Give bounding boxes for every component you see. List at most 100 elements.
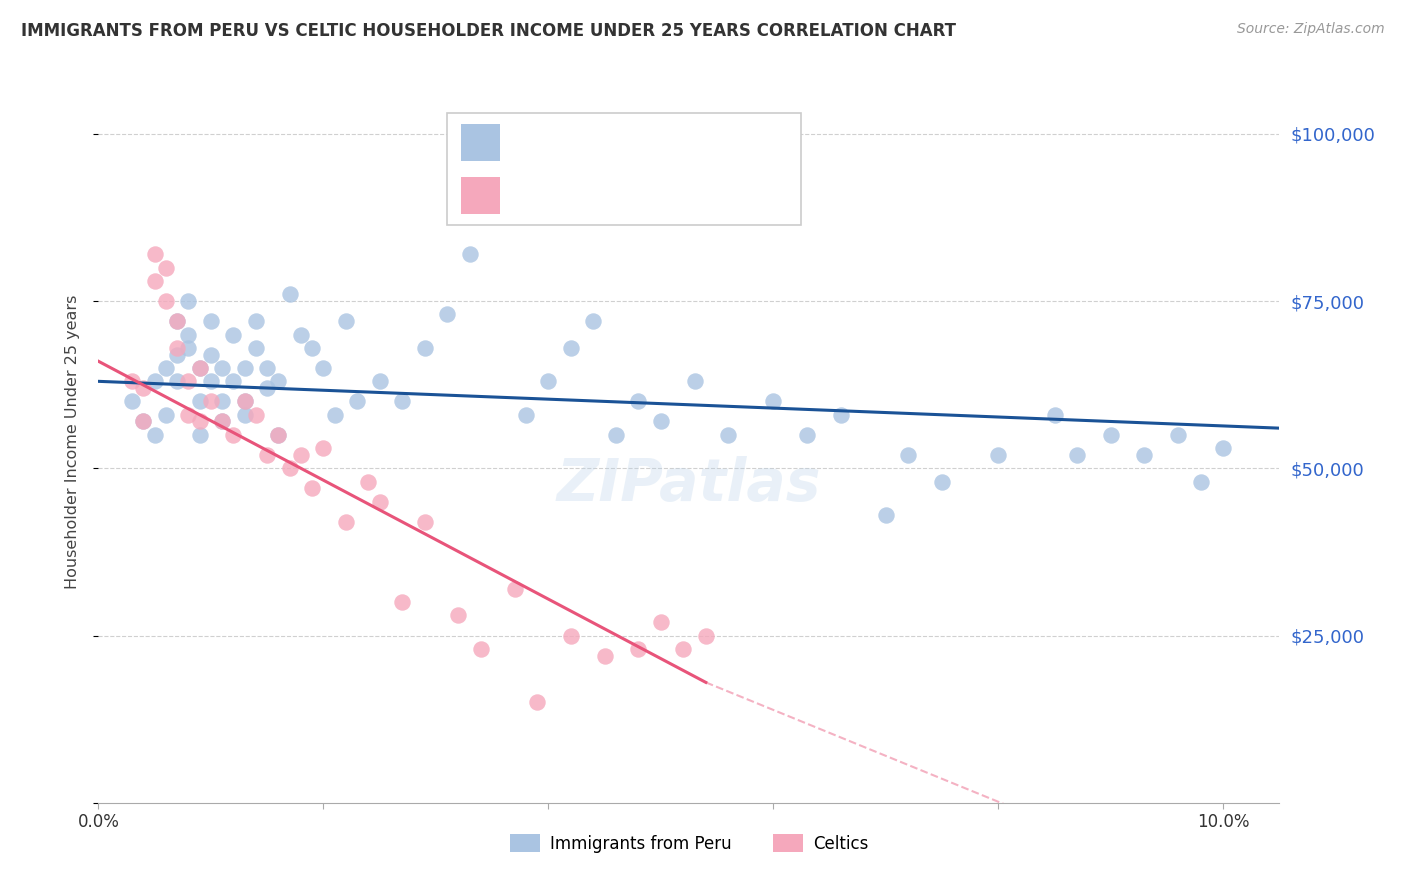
Point (245, 341, 267, 355)
Point (267, 375, 290, 389)
Point (875, 508, 897, 523)
Point (155, 260, 177, 275)
Point (301, 341, 323, 355)
Point (278, 461, 301, 475)
Point (233, 394, 256, 409)
Point (188, 414, 211, 428)
Point (211, 414, 233, 428)
Point (290, 448, 312, 462)
Point (368, 375, 391, 389)
Point (188, 361, 211, 376)
Point (1099, 427, 1122, 442)
Point (413, 341, 436, 355)
Point (346, 394, 368, 409)
Point (627, 642, 650, 657)
Point (526, 696, 548, 710)
Point (830, 408, 852, 422)
Point (166, 341, 188, 355)
Point (515, 408, 537, 422)
Point (335, 515, 357, 529)
Point (256, 361, 278, 376)
Text: IMMIGRANTS FROM PERU VS CELTIC HOUSEHOLDER INCOME UNDER 25 YEARS CORRELATION CHA: IMMIGRANTS FROM PERU VS CELTIC HOUSEHOLD… (21, 22, 956, 40)
Point (155, 293, 177, 308)
Point (357, 475, 380, 489)
Point (695, 628, 717, 642)
Point (492, 207, 515, 221)
Point (222, 327, 245, 342)
Point (1167, 427, 1189, 442)
Point (211, 394, 233, 409)
Point (335, 314, 357, 328)
Point (605, 427, 627, 442)
Point (897, 448, 920, 462)
Point (413, 515, 436, 529)
Point (166, 348, 188, 362)
Point (1133, 448, 1156, 462)
Point (368, 494, 391, 508)
Point (683, 375, 706, 389)
Point (166, 314, 188, 328)
Point (796, 427, 818, 442)
Point (391, 595, 413, 609)
Point (177, 375, 200, 389)
Point (256, 448, 278, 462)
Point (121, 394, 143, 409)
Point (312, 441, 335, 455)
Point (312, 361, 335, 376)
Point (1043, 408, 1066, 422)
Point (200, 348, 222, 362)
Point (458, 247, 481, 261)
Point (177, 293, 200, 308)
Point (188, 361, 211, 376)
Point (1189, 475, 1212, 489)
Point (470, 642, 492, 657)
Point (166, 314, 188, 328)
Point (143, 375, 166, 389)
Point (931, 475, 953, 489)
Point (188, 427, 211, 442)
Point (177, 327, 200, 342)
Point (650, 615, 672, 630)
Point (267, 427, 290, 442)
Point (245, 408, 267, 422)
Point (503, 582, 526, 596)
Point (256, 381, 278, 395)
Point (267, 427, 290, 442)
Point (177, 341, 200, 355)
Point (155, 361, 177, 376)
Point (560, 628, 582, 642)
Point (301, 482, 323, 496)
Point (233, 361, 256, 376)
Point (582, 314, 605, 328)
Point (391, 394, 413, 409)
Text: Source: ZipAtlas.com: Source: ZipAtlas.com (1237, 22, 1385, 37)
Point (233, 408, 256, 422)
Y-axis label: Householder Income Under 25 years: Householder Income Under 25 years (65, 294, 80, 589)
Point (1066, 448, 1088, 462)
Point (200, 314, 222, 328)
Point (323, 408, 346, 422)
Point (143, 274, 166, 288)
Text: ZIPatlas: ZIPatlas (557, 457, 821, 514)
Point (1212, 441, 1234, 455)
Point (290, 327, 312, 342)
Point (155, 408, 177, 422)
Point (211, 414, 233, 428)
Point (211, 361, 233, 376)
Point (447, 608, 470, 623)
Point (200, 375, 222, 389)
Point (627, 394, 650, 409)
Point (222, 375, 245, 389)
Point (717, 427, 740, 442)
Point (987, 448, 1010, 462)
Point (233, 394, 256, 409)
Point (200, 394, 222, 409)
Point (222, 427, 245, 442)
Point (436, 307, 458, 321)
Point (166, 375, 188, 389)
Point (537, 375, 560, 389)
Point (762, 394, 785, 409)
Point (143, 247, 166, 261)
Point (143, 427, 166, 442)
Point (245, 314, 267, 328)
